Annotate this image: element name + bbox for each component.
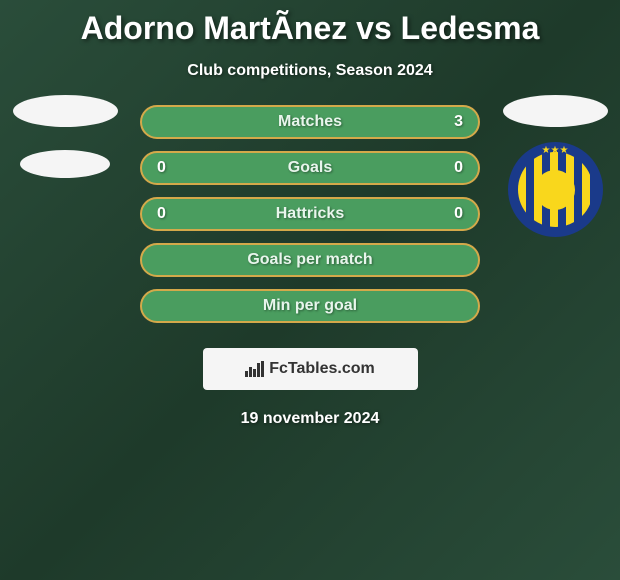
stat-left-value: 0 [157, 159, 166, 177]
stat-row-matches: Matches 3 [140, 105, 480, 139]
stat-left-value: 0 [157, 205, 166, 223]
subtitle: Club competitions, Season 2024 [20, 62, 600, 80]
stat-row-goals: 0 Goals 0 [140, 151, 480, 185]
stat-rows: Matches 3 0 Goals 0 0 Hattricks 0 Goals … [140, 105, 480, 323]
stat-label: Min per goal [263, 297, 357, 315]
player-right-avatars: ★★★ [500, 95, 610, 237]
player-left-avatar-2 [20, 150, 110, 178]
player-left-avatar-1 [13, 95, 118, 127]
chart-icon [245, 361, 264, 377]
footer-brand-badge[interactable]: FcTables.com [203, 348, 418, 390]
stat-right-value: 0 [454, 159, 463, 177]
stat-right-value: 3 [454, 113, 463, 131]
page-title: Adorno MartÃ­nez vs Ledesma [20, 10, 600, 47]
stat-label: Goals per match [247, 251, 372, 269]
player-right-avatar [503, 95, 608, 127]
player-left-avatars [10, 95, 120, 178]
stats-container: Matches 3 0 Goals 0 0 Hattricks 0 Goals … [20, 105, 600, 323]
date-text: 19 november 2024 [20, 410, 600, 428]
stat-row-goals-per-match: Goals per match [140, 243, 480, 277]
stat-row-hattricks: 0 Hattricks 0 [140, 197, 480, 231]
footer-brand-text: FcTables.com [269, 360, 375, 378]
stat-label: Hattricks [276, 205, 344, 223]
club-badge-icon: ★★★ [508, 142, 603, 237]
stat-right-value: 0 [454, 205, 463, 223]
stat-label: Matches [278, 113, 342, 131]
stat-label: Goals [288, 159, 332, 177]
stat-row-min-per-goal: Min per goal [140, 289, 480, 323]
